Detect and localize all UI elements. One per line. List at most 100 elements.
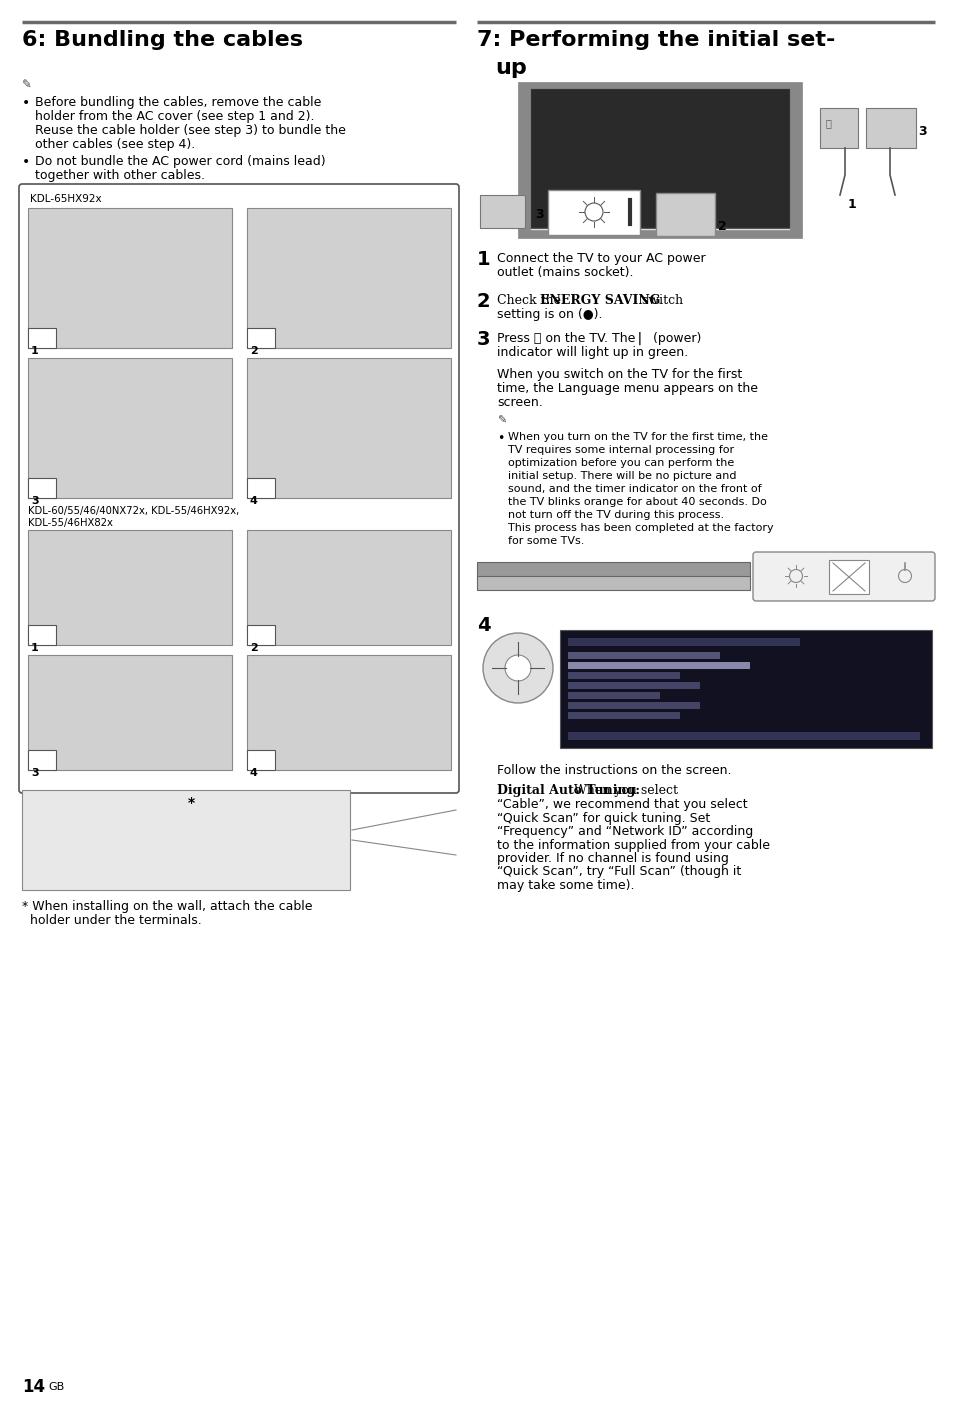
Text: setting is on (●).: setting is on (●). [497,307,602,322]
Text: 2: 2 [250,643,257,653]
FancyBboxPatch shape [19,184,458,793]
Text: Reuse the cable holder (see step 3) to bundle the: Reuse the cable holder (see step 3) to b… [35,124,346,138]
Text: 2: 2 [718,220,726,233]
Text: 3: 3 [535,208,543,220]
Text: indicator will light up in green.: indicator will light up in green. [497,345,687,359]
Text: holder under the terminals.: holder under the terminals. [22,914,201,927]
Text: for some TVs.: for some TVs. [507,536,584,546]
Bar [28,750,56,769]
Text: KDL-55/46HX82x: KDL-55/46HX82x [28,518,112,528]
Text: KDL-60/55/46/40NX72x, KDL-55/46HX92x,: KDL-60/55/46/40NX72x, KDL-55/46HX92x, [28,505,239,517]
Bar [479,195,524,227]
Text: *: * [188,796,195,810]
Circle shape [504,656,531,681]
Text: outlet (mains socket).: outlet (mains socket). [497,265,633,279]
Text: “Quick Scan”, try “Full Scan” (though it: “Quick Scan”, try “Full Scan” (though it [497,865,740,879]
Text: Connect the TV to your AC power: Connect the TV to your AC power [497,251,705,265]
Text: Press ⏻ on the TV. The ▏ (power): Press ⏻ on the TV. The ▏ (power) [497,331,700,345]
Bar [559,630,931,748]
Text: other cables (see step 4).: other cables (see step 4). [35,138,195,152]
Text: initial setup. There will be no picture and: initial setup. There will be no picture … [507,470,736,482]
Bar [517,88,530,230]
Bar [247,625,274,644]
Text: 7: Performing the initial set-: 7: Performing the initial set- [476,29,835,51]
Text: “Quick Scan” for quick tuning. Set: “Quick Scan” for quick tuning. Set [497,812,709,824]
Text: ✎: ✎ [497,416,506,425]
Text: the TV blinks orange for about 40 seconds. Do: the TV blinks orange for about 40 second… [507,497,766,507]
Bar [530,88,789,227]
Bar [567,712,679,719]
Text: screen.: screen. [497,396,542,409]
Text: * When installing on the wall, attach the cable: * When installing on the wall, attach th… [22,900,313,913]
Bar [247,358,451,498]
Text: 3: 3 [30,768,38,778]
Circle shape [482,633,553,703]
Text: •: • [22,154,30,168]
Text: “Frequency” and “Network ID” according: “Frequency” and “Network ID” according [497,826,753,838]
Bar [247,329,274,348]
Text: •: • [22,95,30,110]
Bar [247,529,451,644]
Text: provider. If no channel is found using: provider. If no channel is found using [497,852,728,865]
Text: 14: 14 [22,1377,45,1396]
Text: When you switch on the TV for the first: When you switch on the TV for the first [497,368,741,380]
Text: 3: 3 [917,125,925,138]
Text: Check the: Check the [497,293,564,307]
Text: •: • [497,432,504,445]
Bar [28,329,56,348]
Text: “Cable”, we recommend that you select: “Cable”, we recommend that you select [497,797,747,812]
Bar [476,576,749,590]
Text: may take some time).: may take some time). [497,879,634,892]
Bar [476,562,749,580]
Text: Before bundling the cables, remove the cable: Before bundling the cables, remove the c… [35,95,321,110]
Text: 1: 1 [476,250,490,270]
Bar [567,682,700,689]
Bar [828,560,868,594]
Bar [567,692,659,699]
Text: to the information supplied from your cable: to the information supplied from your ca… [497,838,769,851]
Text: 3: 3 [30,496,38,505]
Bar [247,208,451,348]
Text: When you turn on the TV for the first time, the: When you turn on the TV for the first ti… [507,432,767,442]
Text: ✎: ✎ [22,79,31,91]
Text: optimization before you can perform the: optimization before you can perform the [507,458,734,468]
Text: holder from the AC cover (see step 1 and 2).: holder from the AC cover (see step 1 and… [35,110,314,124]
Bar [567,702,700,709]
FancyBboxPatch shape [752,552,934,601]
Text: 6: Bundling the cables: 6: Bundling the cables [22,29,303,51]
Bar [820,108,857,147]
Text: 2: 2 [476,292,490,312]
Text: This process has been completed at the factory: This process has been completed at the f… [507,524,773,534]
Text: 1: 1 [847,198,856,211]
Text: TV requires some internal processing for: TV requires some internal processing for [507,445,734,455]
Bar [28,656,232,769]
Bar [567,673,679,680]
Text: 3: 3 [476,330,490,350]
Text: 1: 1 [30,345,39,357]
Bar [517,230,801,239]
Text: Follow the instructions on the screen.: Follow the instructions on the screen. [497,764,731,776]
Text: 4: 4 [250,496,257,505]
Bar [517,81,801,88]
Bar [247,750,274,769]
Text: Digital Auto Tuning:: Digital Auto Tuning: [497,783,639,797]
Text: switch: switch [638,293,682,307]
Text: Do not bundle the AC power cord (mains lead): Do not bundle the AC power cord (mains l… [35,154,325,168]
Bar [28,208,232,348]
Text: 4: 4 [476,616,490,635]
Bar [28,625,56,644]
Text: sound, and the timer indicator on the front of: sound, and the timer indicator on the fr… [507,484,760,494]
Text: When you select: When you select [569,783,678,797]
Bar [28,477,56,498]
Text: ⏻: ⏻ [825,118,831,128]
Text: up: up [495,58,526,79]
Bar [865,108,915,147]
Bar [656,192,714,236]
Text: 1: 1 [30,643,39,653]
Text: not turn off the TV during this process.: not turn off the TV during this process. [507,510,723,519]
Text: time, the Language menu appears on the: time, the Language menu appears on the [497,382,758,395]
Bar [567,663,749,668]
Bar [567,731,919,740]
Bar [567,637,800,646]
Text: together with other cables.: together with other cables. [35,168,205,183]
